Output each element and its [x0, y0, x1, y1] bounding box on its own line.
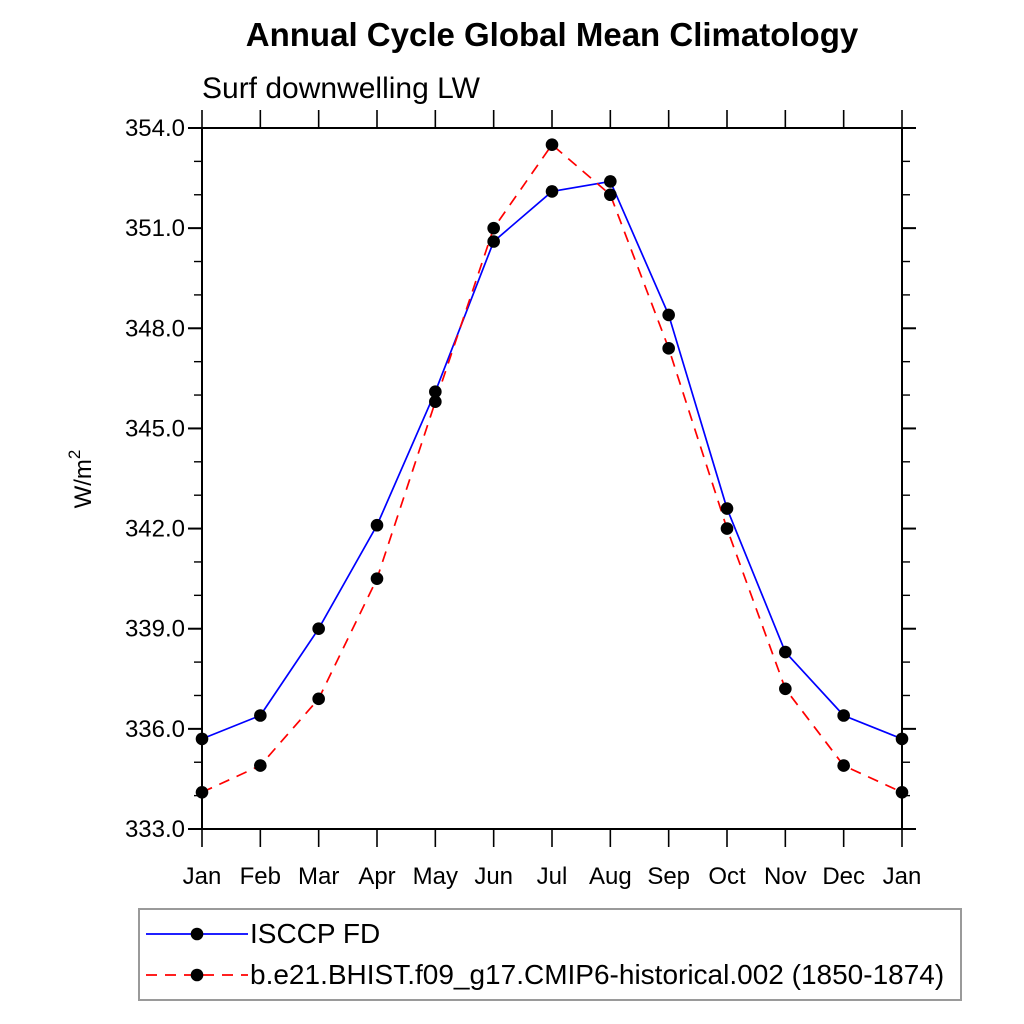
data-point-series-1	[662, 342, 675, 355]
legend-item-model: b.e21.BHIST.f09_g17.CMIP6-historical.002…	[140, 958, 960, 992]
data-point-series-1	[254, 759, 267, 772]
data-point-series-0	[429, 385, 442, 399]
x-tick-label: Feb	[240, 863, 281, 890]
x-tick-label: Jan	[883, 863, 922, 890]
x-tick-label: Apr	[358, 863, 395, 890]
x-tick-label: Aug	[589, 863, 632, 890]
data-point-series-1	[195, 785, 209, 799]
y-tick-label: 345.0	[125, 415, 185, 442]
data-point-series-0	[545, 185, 559, 198]
data-point-series-1	[720, 522, 734, 535]
series-line-1	[201, 143, 903, 794]
x-tick-label: Sep	[647, 863, 690, 890]
legend-solid-line-marker-icon	[146, 927, 248, 941]
data-point-series-1	[370, 572, 384, 585]
chart-title: Annual Cycle Global Mean Climatology	[245, 16, 859, 53]
y-tick-label: 339.0	[125, 616, 185, 643]
legend-item-isccp-fd: ISCCP FD	[140, 917, 960, 951]
data-point-series-1	[487, 221, 500, 235]
data-point-series-1	[604, 188, 617, 202]
data-point-series-1	[545, 138, 559, 151]
y-tick-label: 354.0	[125, 115, 185, 142]
x-tick-label: Dec	[822, 863, 865, 890]
x-tick-label: Nov	[764, 863, 807, 890]
data-point-series-0	[312, 622, 325, 636]
data-point-series-1	[779, 682, 792, 696]
y-tick-label: 348.0	[125, 315, 185, 342]
x-tick-label: Oct	[708, 863, 746, 890]
data-point-series-0	[195, 732, 209, 746]
series-line-0	[201, 180, 903, 740]
data-point-series-0	[254, 709, 267, 722]
legend: ISCCP FD b.e21.BHIST.f09_g17.CMIP6-histo…	[138, 908, 962, 1001]
legend-dashed-line-marker-icon	[146, 968, 248, 982]
legend-label-isccp-fd: ISCCP FD	[250, 918, 381, 949]
data-point-series-0	[487, 235, 500, 248]
data-point-series-0	[370, 518, 384, 532]
y-tick-label: 342.0	[125, 516, 185, 543]
data-point-series-1	[837, 759, 850, 772]
data-point-series-1	[895, 785, 909, 799]
x-tick-label: May	[413, 863, 458, 890]
data-point-series-0	[779, 645, 792, 659]
data-point-series-1	[429, 395, 442, 409]
legend-label-model: b.e21.BHIST.f09_g17.CMIP6-historical.002…	[250, 959, 945, 990]
data-point-series-0	[720, 502, 734, 515]
chart-subtitle: Surf downwelling LW	[202, 72, 480, 105]
data-point-series-0	[604, 175, 617, 188]
x-tick-label: Mar	[298, 863, 339, 890]
data-point-series-0	[662, 308, 675, 322]
x-tick-label: Jan	[183, 863, 222, 890]
data-point-series-0	[837, 709, 850, 722]
y-tick-label: 336.0	[125, 716, 185, 743]
data-point-series-0	[895, 732, 909, 746]
plot-frame	[201, 127, 903, 830]
y-tick-label: 333.0	[125, 816, 185, 843]
x-tick-label: Jul	[537, 863, 568, 890]
y-tick-label: 351.0	[125, 215, 185, 242]
x-tick-label: Jun	[474, 863, 513, 890]
data-point-series-1	[312, 692, 325, 706]
